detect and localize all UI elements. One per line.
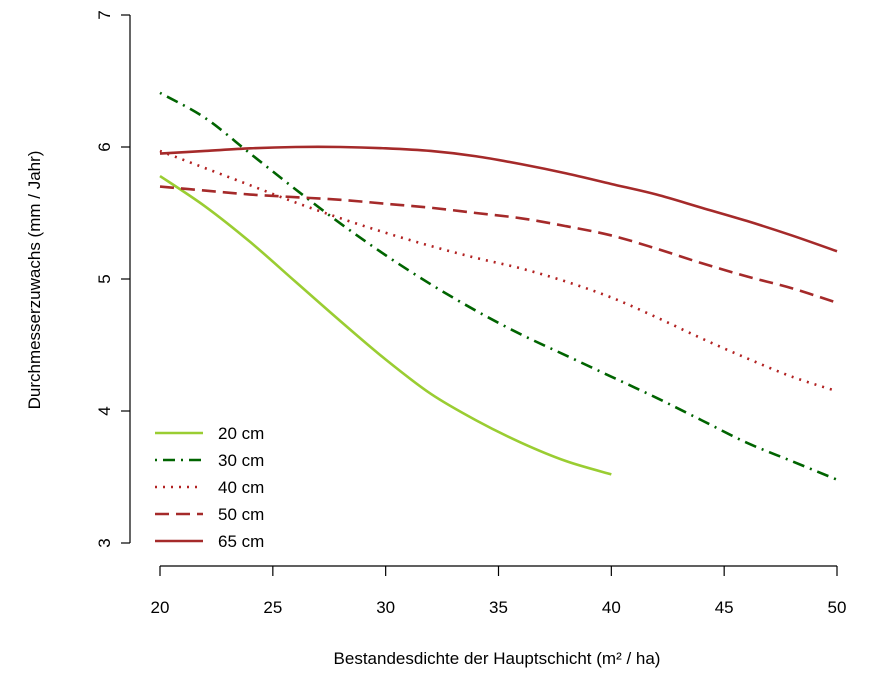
legend: 20 cm 30 cm 40 cm 50 cm 65 cm	[155, 424, 264, 551]
y-tick-label: 3	[95, 538, 114, 547]
y-tick-label: 4	[95, 406, 114, 415]
y-tick-label: 6	[95, 142, 114, 151]
x-tick-label: 45	[715, 598, 734, 617]
y-tick-label: 5	[95, 274, 114, 283]
series-line-40-cm	[159, 149, 838, 393]
y-axis-title: Durchmesserzuwachs (mm / Jahr)	[25, 151, 44, 410]
y-tick-label: 7	[95, 10, 114, 19]
series-line-50-cm	[159, 185, 838, 304]
x-tick-label: 35	[489, 598, 508, 617]
legend-label: 20 cm	[218, 424, 264, 443]
legend-label: 65 cm	[218, 532, 264, 551]
legend-label: 50 cm	[218, 505, 264, 524]
y-axis: 3 4 5 6 7	[95, 10, 131, 548]
x-tick-label: 50	[828, 598, 847, 617]
x-tick-label: 40	[602, 598, 621, 617]
series-layer	[159, 91, 838, 481]
legend-label: 30 cm	[218, 451, 264, 470]
x-axis: 20 25 30 35 40 45 50	[151, 565, 847, 617]
series-line-20-cm	[159, 174, 612, 476]
series-line-65-cm	[159, 145, 838, 253]
x-tick-label: 30	[376, 598, 395, 617]
x-tick-label: 25	[263, 598, 282, 617]
x-tick-label: 20	[151, 598, 170, 617]
legend-label: 40 cm	[218, 478, 264, 497]
x-axis-title: Bestandesdichte der Hauptschicht (m² / h…	[334, 649, 661, 668]
series-line-30-cm	[159, 91, 838, 481]
